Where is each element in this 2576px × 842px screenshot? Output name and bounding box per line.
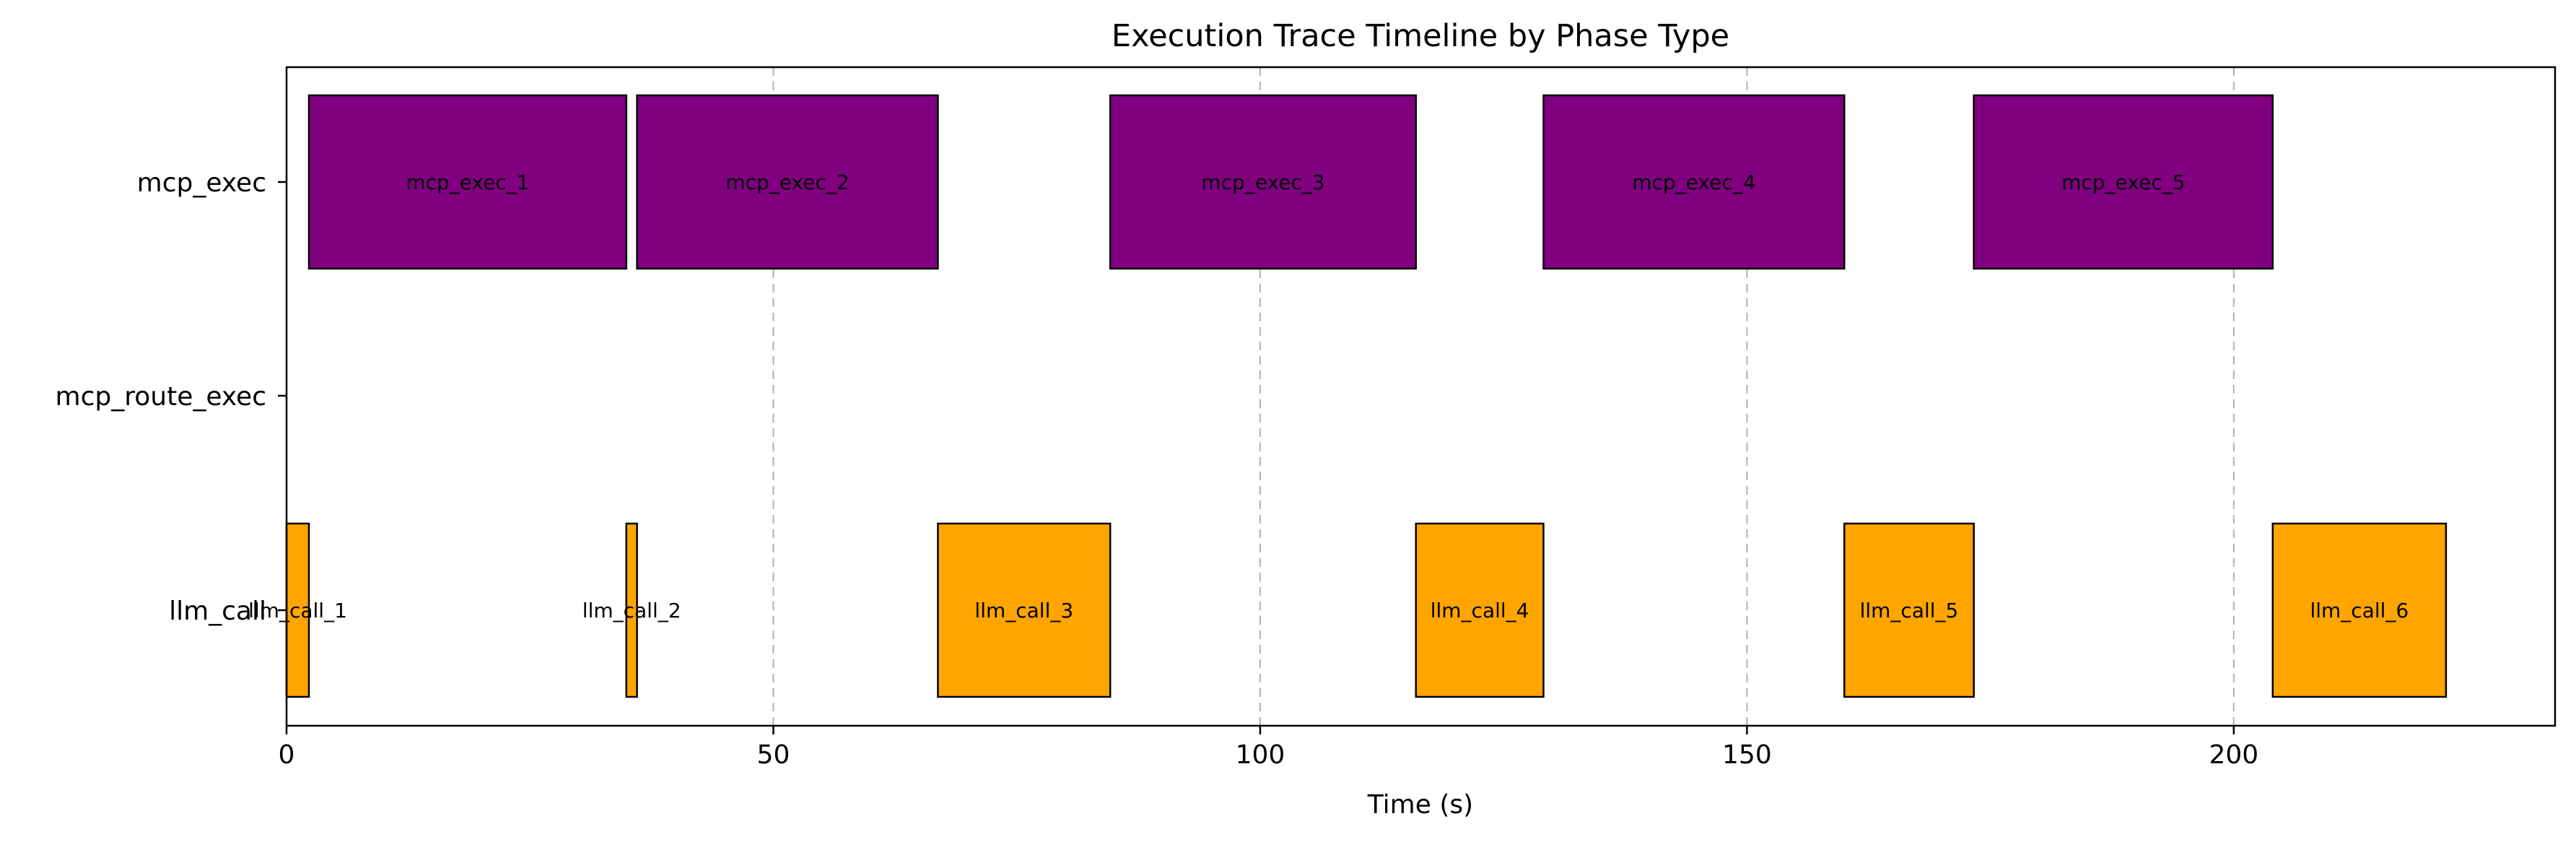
bar-llm-call-6 [2271,522,2448,698]
bar-label-llm-call-5: llm_call_5 [1860,599,1959,622]
x-axis-label: Time (s) [1367,790,1473,820]
bar-label-llm-call-2: llm_call_2 [582,599,681,622]
x-axis: 0 50 100 150 200 [279,726,2258,770]
bar-llm-call-4 [1415,522,1545,698]
x-tick-label: 50 [757,740,790,770]
bar-label-mcp-exec-2: mcp_exec_2 [725,170,849,194]
y-tick-label-mcp-exec: mcp_exec [137,168,266,198]
bar-llm-call-1 [285,522,310,698]
bar-label-mcp-exec-4: mcp_exec_4 [1632,170,1755,194]
bar-label-mcp-exec-5: mcp_exec_5 [2061,170,2185,194]
bar-label-llm-call-6: llm_call_6 [2310,599,2409,622]
bar-label-llm-call-1: llm_call_1 [248,599,347,622]
bars-layer [285,94,2448,698]
x-tick-label: 0 [279,740,295,770]
bar-mcp-exec-3 [1109,94,1418,270]
bar-label-llm-call-3: llm_call_3 [974,599,1073,622]
bar-labels-layer: mcp_exec_1 mcp_exec_2 mcp_exec_3 mcp_exec_4… [248,170,2409,622]
bar-llm-call-2 [625,522,638,698]
bar-label-mcp-exec-3: mcp_exec_3 [1201,170,1324,194]
x-tick-label: 150 [1722,740,1772,770]
bar-llm-call-5 [1843,522,1975,698]
bar-mcp-exec-2 [636,94,939,270]
x-tick-label: 200 [2209,740,2258,770]
y-tick-label-mcp-route-exec: mcp_route_exec [56,382,266,412]
bar-mcp-exec-4 [1542,94,1846,270]
y-tick-label-llm-call: llm_call [169,596,266,626]
bar-label-llm-call-4: llm_call_4 [1431,599,1529,622]
bar-label-mcp-exec-1: mcp_exec_1 [406,170,529,194]
bar-mcp-exec-5 [1973,94,2274,270]
bar-mcp-exec-1 [307,94,628,270]
x-tick-label: 100 [1236,740,1285,770]
bar-llm-call-3 [937,522,1112,698]
y-axis: mcp_exec mcp_route_exec llm_call [56,168,287,626]
chart-title: Execution Trace Timeline by Phase Type [1112,18,1729,54]
